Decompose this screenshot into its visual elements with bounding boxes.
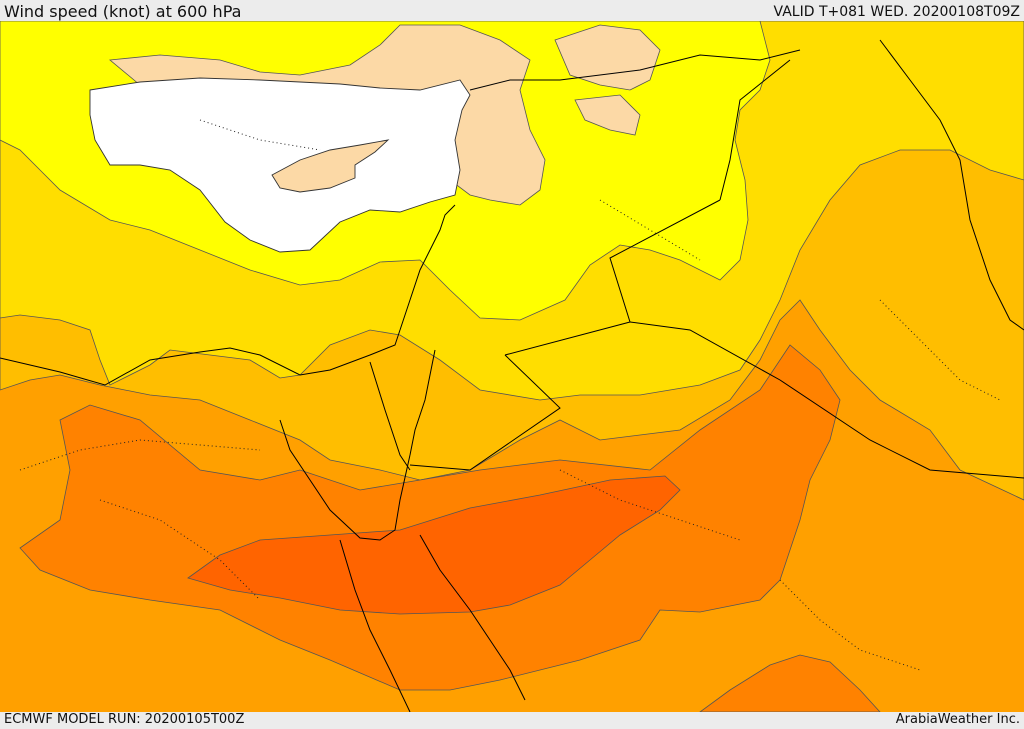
sinai-border xyxy=(369,361,411,471)
borders-group xyxy=(0,39,1024,712)
red-sea-coast-east xyxy=(419,534,526,701)
map-title: Wind speed (knot) at 600 hPa xyxy=(4,2,242,21)
admin-borders xyxy=(19,119,1001,671)
north-africa-coast xyxy=(0,329,401,386)
iraq-iran xyxy=(879,39,1024,331)
iraq-saudi xyxy=(629,321,1024,479)
title-bar: Wind speed (knot) at 600 hPa VALID T+081… xyxy=(0,0,1024,21)
credit-label: ArabiaWeather Inc. xyxy=(895,712,1020,727)
model-run-label: ECMWF MODEL RUN: 20200105T00Z xyxy=(4,712,245,727)
gulf-aqaba xyxy=(409,349,436,456)
saudi-jordan xyxy=(409,354,561,471)
band-0-10-east xyxy=(554,24,661,91)
band-50-60-south xyxy=(699,654,881,712)
weather-map[interactable] xyxy=(0,21,1024,712)
band-0-10-sinai xyxy=(574,94,641,136)
gulf-suez xyxy=(279,419,411,541)
iraq-syria xyxy=(719,59,791,201)
levant-coast xyxy=(399,204,456,331)
jordan-iraq xyxy=(504,199,721,356)
footer-bar: ECMWF MODEL RUN: 20200105T00Z ArabiaWeat… xyxy=(0,712,1024,729)
red-sea-coast-west xyxy=(339,539,411,712)
cyprus-island xyxy=(271,139,390,193)
band-50-60 xyxy=(19,344,841,691)
band-60-70 xyxy=(187,475,681,615)
mediterranean-sea xyxy=(89,77,471,253)
valid-time: VALID T+081 WED. 20200108T09Z xyxy=(773,4,1020,20)
turkey-border xyxy=(469,49,801,91)
wind-speed-map-svg xyxy=(0,21,1024,712)
